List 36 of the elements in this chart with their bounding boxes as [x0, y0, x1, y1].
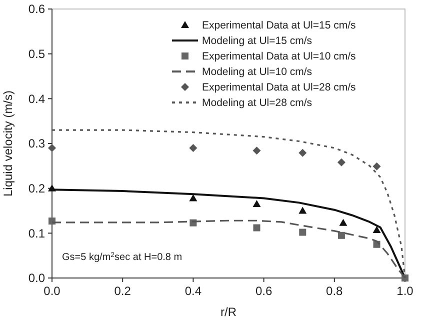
point — [338, 232, 345, 239]
point — [337, 158, 346, 166]
point — [189, 194, 198, 202]
point — [339, 218, 348, 226]
y-tick-label: 0.4 — [28, 92, 46, 106]
point — [372, 226, 381, 234]
point — [253, 224, 260, 232]
point — [299, 228, 306, 236]
annotation: Gs=5 kg/m$^{2}$sec at H=0.8 m — [62, 252, 182, 263]
x-tick-label: 0.0 — [44, 284, 61, 298]
y-tick-label: 0.0 — [28, 271, 46, 286]
point — [189, 144, 198, 152]
x-tick-label: 0.4 — [184, 284, 202, 298]
point — [298, 206, 307, 214]
point — [252, 146, 261, 155]
y-tick-label: 0.1 — [28, 226, 46, 240]
x-tick-label: 0.8 — [326, 284, 344, 298]
y-tick-label: 0.3 — [28, 136, 46, 151]
x-tick-label: 0.2 — [114, 284, 132, 298]
x-tick-label: 1.0 — [396, 284, 414, 298]
legend-label: Experimental Data at Ul=15 cm/s — [202, 20, 356, 32]
point — [372, 162, 381, 170]
legend-label: Modeling at Ul=10 cm/s — [202, 66, 312, 78]
legend-label: Modeling at Ul=15 cm/s — [202, 35, 312, 48]
x-axis-title: r/R — [220, 305, 237, 319]
x-tick-label: 0.6 — [255, 284, 272, 298]
point — [252, 200, 261, 208]
y-tick-label: 0.2 — [28, 182, 46, 196]
legend-label: Modeling at Ul=28 cm/s — [202, 97, 312, 110]
y-axis-title: Liquid velocity (m/s) — [1, 90, 15, 197]
y-tick-label: 0.6 — [28, 2, 46, 16]
point — [48, 144, 56, 152]
legend-label: Experimental Data at Ul=10 cm/s — [202, 50, 356, 63]
point — [298, 148, 307, 157]
legend-label: Experimental Data at Ul=28 cm/s — [202, 82, 356, 94]
y-tick-label: 0.5 — [28, 47, 46, 62]
